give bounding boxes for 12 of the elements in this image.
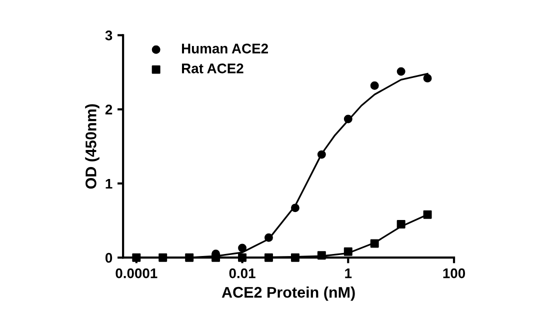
x-tick-label: 1	[345, 268, 352, 278]
x-tick-label: 0.0001	[116, 268, 158, 278]
x-tick-label: 0.01	[229, 268, 256, 278]
y-tick-label: 0	[105, 252, 112, 263]
y-tick-label: 3	[105, 30, 112, 40]
y-tick-label: 1	[106, 178, 112, 188]
legend-label: Rat ACE2	[182, 64, 244, 74]
x-axis-title: ACE2 Protein (nM)	[222, 286, 355, 301]
x-tick-label: 100	[443, 268, 466, 278]
y-axis-title: OD (450nm)	[85, 104, 100, 189]
legend-label: Human ACE2	[182, 44, 268, 54]
y-tick-label: 2	[105, 104, 112, 114]
